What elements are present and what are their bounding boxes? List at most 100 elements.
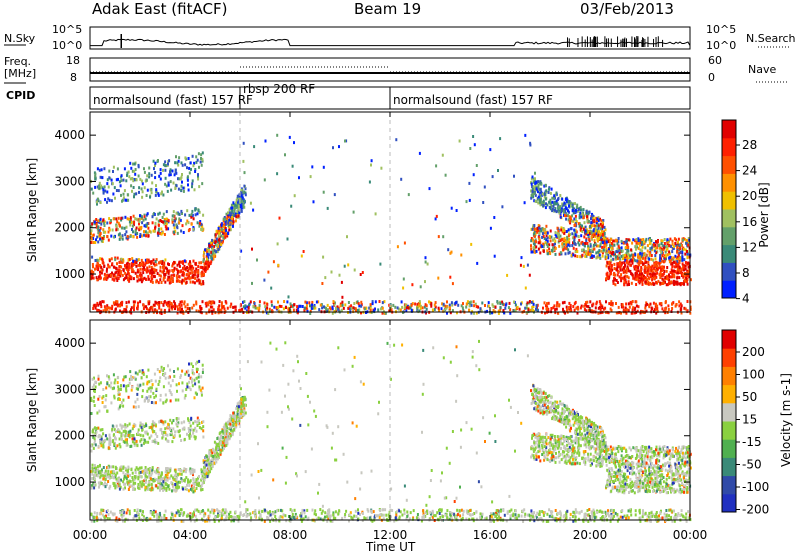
power-cell	[315, 300, 318, 304]
power-cell	[554, 246, 557, 250]
power-cell	[537, 235, 540, 239]
power-cell	[668, 275, 671, 279]
power-cell	[218, 304, 221, 308]
power-cell	[543, 195, 546, 199]
power-cell	[191, 264, 194, 268]
power-cell	[97, 240, 100, 244]
power-cell	[599, 244, 602, 248]
velocity-cell	[96, 411, 99, 415]
power-cell	[671, 307, 674, 310]
velocity-cell	[148, 469, 151, 473]
power-cell	[653, 265, 656, 269]
power-cell	[171, 277, 174, 281]
power-cell	[155, 188, 158, 192]
velocity-cell	[166, 433, 169, 437]
velocity-cell	[218, 453, 221, 457]
power-cell	[102, 218, 105, 222]
velocity-cell	[234, 420, 237, 424]
power-cell	[160, 281, 163, 284]
power-cell	[92, 241, 95, 244]
power-cell	[632, 276, 635, 280]
power-cell	[353, 302, 356, 305]
velocity-cell	[178, 382, 180, 386]
power-cell	[680, 282, 683, 286]
power-cell	[323, 305, 325, 309]
power-cell	[627, 269, 630, 273]
power-cell	[201, 225, 204, 229]
power-cell	[581, 224, 583, 228]
velocity-cell	[114, 484, 117, 488]
power-cell	[617, 237, 620, 240]
power-cell	[475, 305, 478, 309]
power-cell	[317, 300, 320, 304]
power-cell	[182, 266, 184, 270]
power-cell	[169, 173, 172, 177]
power-cell	[156, 272, 159, 275]
power-cell	[128, 258, 131, 261]
power-cell	[569, 201, 572, 205]
velocity-cell	[97, 374, 100, 378]
velocity-cell	[187, 373, 190, 377]
power-cell	[559, 194, 562, 197]
power-cell	[553, 194, 556, 198]
power-cell	[205, 261, 207, 265]
power-cell	[126, 276, 129, 280]
velocity-cell	[162, 480, 165, 484]
power-cell	[635, 240, 638, 244]
power-cell	[603, 225, 606, 229]
power-cell	[172, 210, 175, 214]
power-cell	[590, 231, 593, 235]
power-cell	[630, 248, 633, 252]
power-cell	[230, 302, 233, 306]
power-cell	[585, 301, 587, 305]
power-cell	[671, 261, 673, 265]
power-cell	[563, 201, 566, 205]
power-cell	[551, 200, 554, 204]
power-cell	[100, 222, 103, 226]
power-cell	[333, 193, 336, 197]
power-cell	[567, 228, 570, 232]
power-cell	[355, 308, 357, 312]
power-cell	[223, 216, 226, 219]
velocity-cell	[144, 397, 147, 401]
power-cell	[434, 301, 437, 305]
power-cell	[173, 305, 175, 309]
power-cell	[534, 233, 537, 237]
power-cell	[106, 267, 108, 271]
power-cell	[368, 306, 371, 310]
power-cell	[381, 311, 384, 315]
power-cell	[634, 253, 637, 257]
power-cell	[619, 257, 622, 261]
power-cell	[202, 213, 205, 217]
power-cell	[239, 304, 242, 308]
power-cell	[394, 305, 397, 309]
velocity-cell	[153, 401, 156, 405]
power-cell	[150, 271, 153, 275]
power-cell	[162, 168, 164, 172]
power-cell	[618, 265, 621, 269]
power-cell	[121, 234, 124, 238]
power-cell	[674, 254, 677, 258]
power-cell	[617, 311, 620, 315]
power-cell	[599, 227, 602, 231]
power-cell	[548, 247, 551, 251]
velocity-cell	[122, 424, 125, 428]
power-cell	[161, 231, 164, 235]
power-cell	[97, 219, 100, 223]
velocity-cell	[150, 379, 153, 383]
power-cell	[303, 308, 306, 312]
power-cell	[676, 246, 679, 250]
power-cell	[154, 225, 157, 229]
power-cell	[157, 193, 160, 197]
power-cell	[644, 258, 647, 262]
power-cell	[601, 249, 604, 253]
power-cell	[97, 309, 100, 313]
power-cell	[665, 269, 668, 273]
power-cell	[672, 282, 675, 286]
power-cell	[626, 265, 629, 269]
power-cell	[543, 192, 546, 196]
power-cell	[189, 280, 192, 284]
power-cell	[649, 272, 651, 276]
power-cell	[559, 234, 562, 238]
velocity-cell	[130, 374, 133, 378]
